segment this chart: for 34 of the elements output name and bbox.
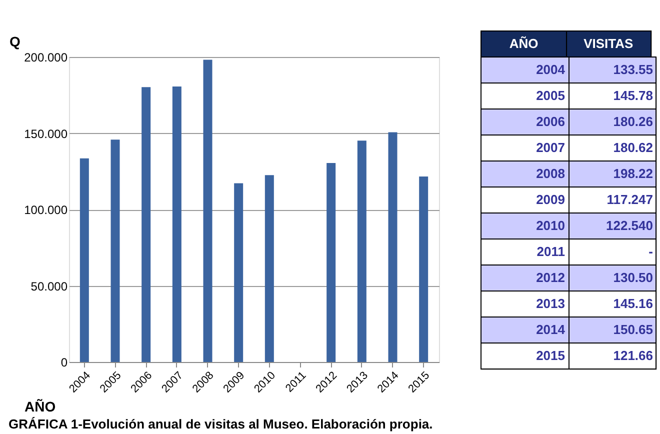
y-axis-title: Q [10, 34, 20, 50]
text: GRÁFICA 1-Evolución anual de visitas al Museo. Elaboración propia. [8, 416, 433, 432]
text: VISITAS [584, 36, 634, 51]
category-label: 2011 [536, 244, 565, 259]
category-label: 2013 [536, 296, 565, 311]
text: 180.62 [613, 140, 653, 155]
category-label: 2010 [536, 218, 565, 233]
text: 145.16 [613, 296, 653, 311]
y-tick-label: 200.000 [24, 50, 68, 64]
text: 198.22 [613, 166, 653, 181]
text: 121.66 [613, 348, 653, 363]
text: AÑO [509, 36, 538, 51]
y-tick-label: 50.000 [30, 279, 68, 294]
text: 180.26 [613, 114, 653, 129]
text: 130.50 [613, 270, 653, 285]
category-label: 2015 [536, 348, 565, 363]
text: 145.78 [613, 88, 653, 103]
y-tick-label: 100.000 [24, 203, 68, 217]
text: 150.65 [613, 322, 653, 337]
text: - [648, 244, 653, 259]
category-label: 2012 [536, 270, 565, 285]
category-label: 2009 [536, 192, 565, 207]
category-label: 2006 [536, 114, 565, 129]
y-tick-label: 0 [60, 356, 68, 370]
text: 122.540 [606, 218, 653, 233]
x-axis-title: AÑO [24, 398, 56, 414]
text: 117.247 [606, 192, 653, 207]
category-label: 2007 [536, 140, 565, 155]
category-label: 2008 [536, 166, 565, 181]
y-tick-label: 150.000 [24, 126, 68, 141]
category-label: 2014 [536, 322, 565, 337]
category-label: 2004 [536, 62, 565, 77]
text: 133.55 [613, 62, 653, 77]
category-label: 2005 [536, 88, 565, 103]
